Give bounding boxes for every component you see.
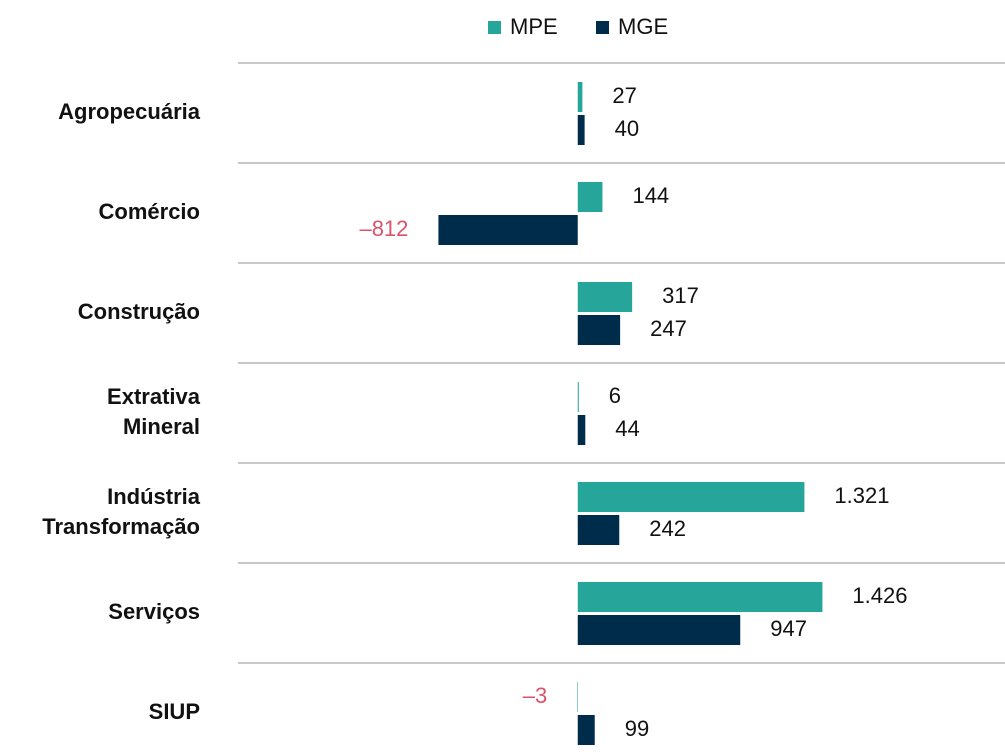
value-label: 40 bbox=[615, 116, 639, 141]
bar bbox=[577, 615, 741, 645]
category-label: Indústria Transformação bbox=[42, 484, 200, 539]
value-label: 947 bbox=[770, 616, 807, 641]
value-label: 6 bbox=[609, 383, 621, 408]
category-label: Extrativa Mineral bbox=[107, 384, 201, 439]
category-label: Serviços bbox=[108, 599, 200, 624]
bar bbox=[577, 82, 583, 112]
bar bbox=[577, 182, 603, 212]
value-label: 44 bbox=[615, 416, 639, 441]
bar bbox=[438, 215, 578, 245]
category-label: SIUP bbox=[149, 699, 200, 724]
category-label: Comércio bbox=[99, 199, 200, 224]
legend-label: MPE bbox=[510, 14, 558, 39]
bar bbox=[577, 382, 579, 412]
value-label: 1.426 bbox=[852, 583, 907, 608]
bar bbox=[577, 415, 586, 445]
value-label: 144 bbox=[632, 183, 669, 208]
category-label: Agropecuária bbox=[58, 99, 201, 124]
value-label: 99 bbox=[625, 716, 649, 741]
value-label: 242 bbox=[649, 516, 686, 541]
value-label: 27 bbox=[612, 83, 636, 108]
bar bbox=[577, 315, 621, 345]
bar bbox=[577, 482, 805, 512]
bar bbox=[577, 582, 823, 612]
value-label: 1.321 bbox=[834, 483, 889, 508]
value-label: 317 bbox=[662, 283, 699, 308]
bar bbox=[577, 715, 595, 745]
legend-swatch bbox=[488, 21, 501, 34]
legend-label: MGE bbox=[618, 14, 668, 39]
value-label: 247 bbox=[650, 316, 687, 341]
bar bbox=[577, 515, 620, 545]
legend-swatch bbox=[596, 21, 609, 34]
bar bbox=[577, 115, 585, 145]
value-label: –3 bbox=[523, 683, 547, 708]
bar bbox=[577, 282, 633, 312]
bar bbox=[577, 682, 578, 712]
value-label: –812 bbox=[359, 216, 408, 241]
category-label: Construção bbox=[78, 299, 200, 324]
